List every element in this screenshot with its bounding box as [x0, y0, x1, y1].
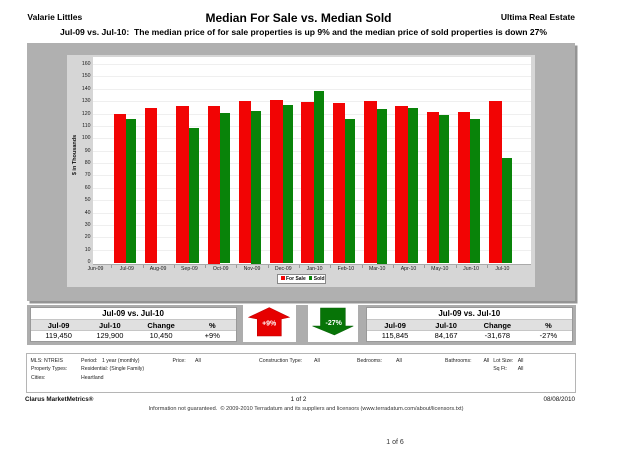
svg-text:+9%: +9% [262, 320, 277, 327]
svg-text:-27%: -27% [325, 320, 342, 327]
